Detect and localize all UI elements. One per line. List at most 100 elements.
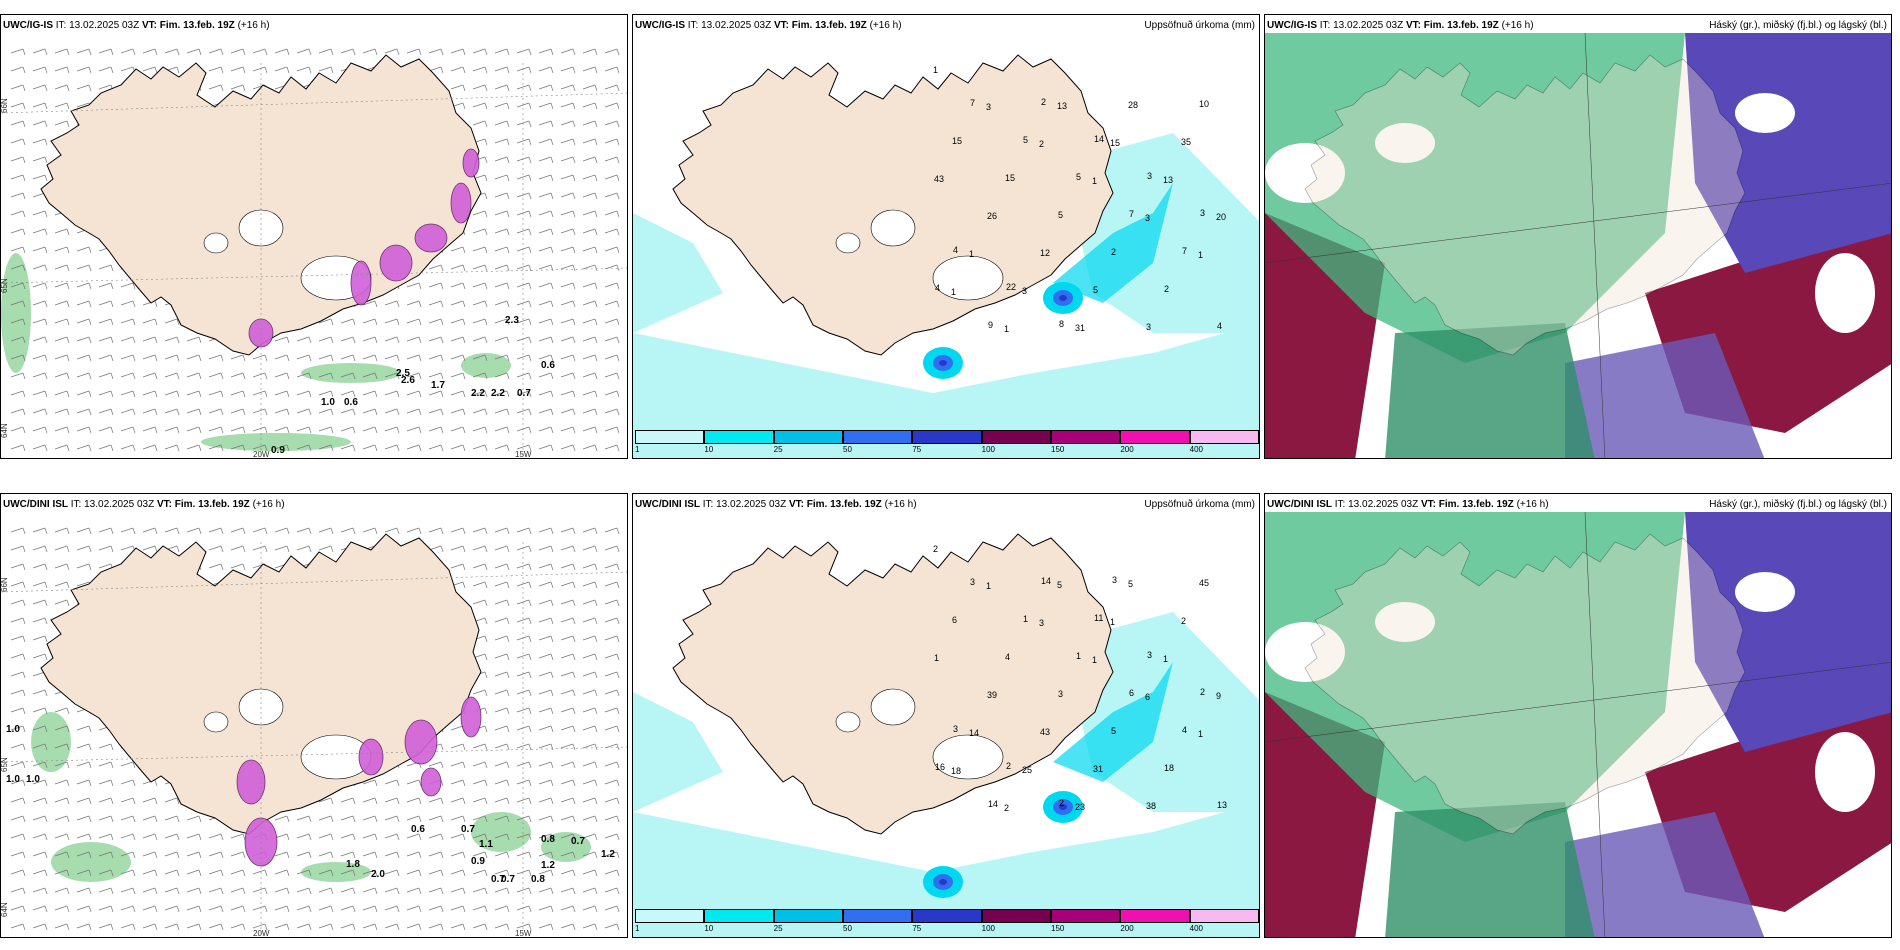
lat-label-66n: 66N	[1, 577, 9, 592]
precip-value-label: 16	[935, 762, 945, 772]
precip-value-label: 1	[1076, 651, 1081, 661]
precip-value-label: 18	[1164, 763, 1174, 773]
precip-value-label: 22	[1006, 282, 1016, 292]
cloud-map	[1265, 33, 1891, 458]
panel-right-title: Uppsöfnuð úrkoma (mm)	[1144, 20, 1255, 31]
colorbar-tick-label: 1	[635, 445, 640, 454]
precip-value-label: 2	[1039, 139, 1044, 149]
lat-label-65n: 65N	[1, 757, 9, 772]
precip-value-label: 14	[988, 799, 998, 809]
precip-colorbar: 1 10 25 50 75 100 150 200 400	[635, 430, 1259, 456]
precip-value-label: 20	[1216, 212, 1226, 222]
panel-ig-precip: UWC/IG-IS IT: 13.02.2025 03Z VT: Fim. 13…	[632, 14, 1260, 459]
wind-value-label: 1.2	[601, 849, 615, 860]
precip-value-label: 5	[1057, 580, 1062, 590]
precip-value-label: 23	[1075, 802, 1085, 812]
panel-header: UWC/DINI ISL IT: 13.02.2025 03Z VT: Fim.…	[3, 499, 285, 510]
precip-value-label: 2	[1004, 803, 1009, 813]
precip-value-label: 13	[1057, 101, 1067, 111]
panel-header: UWC/IG-IS IT: 13.02.2025 03Z VT: Fim. 13…	[3, 20, 270, 31]
precip-value-label: 14	[1041, 576, 1051, 586]
colorbar-swatch	[912, 430, 982, 444]
wind-value-label: 1.0	[6, 774, 20, 785]
colorbar-swatch	[773, 909, 843, 923]
wind-value-label: 1.2	[541, 860, 555, 871]
wind-value-label: 2.3	[505, 315, 519, 326]
wind-value-label: 2.2	[471, 388, 485, 399]
colorbar-swatch	[1051, 430, 1121, 444]
colorbar-tick-label: 400	[1189, 445, 1204, 454]
precip-value-label: 10	[1199, 99, 1209, 109]
wind-value-label: 1.0	[26, 774, 40, 785]
precip-value-label: 43	[934, 174, 944, 184]
precip-value-label: 4	[953, 245, 958, 255]
precip-value-label: 25	[1022, 765, 1032, 775]
precip-value-label: 1	[1092, 176, 1097, 186]
precip-value-label: 14	[969, 728, 979, 738]
wind-value-label: 0.8	[541, 834, 555, 845]
precip-value-label: 9	[988, 320, 993, 330]
colorbar-swatch	[1051, 909, 1121, 923]
precip-map: 1321311113151320133128354326125310151552…	[633, 33, 1259, 458]
colorbar-swatch	[912, 909, 982, 923]
precip-value-label: 4	[1182, 725, 1187, 735]
colorbar-tick-label: 10	[704, 924, 714, 933]
wind-value-label: 0.9	[271, 445, 285, 456]
precip-value-label: 15	[1110, 138, 1120, 148]
precip-value-label: 15	[1005, 173, 1015, 183]
precip-value-label: 39	[987, 690, 997, 700]
precip-value-label: 38	[1146, 801, 1156, 811]
precip-value-label: 28	[1128, 100, 1138, 110]
precip-value-label: 3	[970, 577, 975, 587]
precip-value-label: 9	[1216, 691, 1221, 701]
wind-value-label: 0.9	[471, 856, 485, 867]
colorbar-tick-label: 25	[773, 445, 783, 454]
panel-ig-cloud: UWC/IG-IS IT: 13.02.2025 03Z VT: Fim. 13…	[1264, 14, 1892, 459]
panel-right-title: Uppsöfnuð úrkoma (mm)	[1144, 499, 1255, 510]
precip-value-label: 2	[1041, 97, 1046, 107]
precip-value-label: 2	[1059, 798, 1064, 808]
colorbar-tick-label: 200	[1120, 924, 1134, 933]
precip-value-label: 7	[1129, 209, 1134, 219]
precip-value-label: 5	[1058, 210, 1063, 220]
wind-value-label: 1.0	[321, 397, 335, 408]
precip-value-label: 11	[1094, 613, 1103, 623]
precip-value-label: 1	[1004, 324, 1009, 334]
precip-value-label: 2	[1181, 616, 1186, 626]
colorbar-swatch	[843, 430, 913, 444]
precip-value-label: 15	[952, 136, 962, 146]
precip-value-label: 5	[1023, 135, 1028, 145]
wind-value-label: 0.6	[541, 360, 555, 371]
precip-value-label: 5	[1093, 285, 1098, 295]
precip-value-label: 18	[951, 766, 961, 776]
wind-map: 20W 15W 66N 65N 64N 2.6 1.7 2.2 2.2 0.7 0.6 1.0 0.6 0…	[1, 33, 627, 458]
precip-value-label: 3	[953, 724, 958, 734]
colorbar-swatch	[1120, 430, 1190, 444]
colorbar-tick-label: 200	[1120, 445, 1134, 454]
wind-value-label: 1.8	[346, 859, 360, 870]
precip-value-label: 3	[1039, 618, 1044, 628]
wind-value-label: 0.7	[517, 388, 531, 399]
panel-dini-precip: UWC/DINI ISL IT: 13.02.2025 03Z VT: Fim.…	[632, 493, 1260, 938]
colorbar-tick-label: 75	[912, 924, 922, 933]
colorbar-swatch	[773, 430, 843, 444]
precip-value-label: 5	[1111, 726, 1116, 736]
colorbar-swatch	[635, 430, 705, 444]
panel-header: UWC/IG-IS IT: 13.02.2025 03Z VT: Fim. 13…	[1267, 20, 1534, 31]
precip-value-label: 6	[952, 615, 957, 625]
wind-value-label: 1.1	[479, 839, 493, 850]
colorbar-swatch	[981, 430, 1051, 444]
precip-value-label: 5	[1128, 579, 1133, 589]
panel-right-title: Háský (gr.), miðský (fj.bl.) og lágský (…	[1709, 20, 1887, 31]
precip-value-label: 13	[1217, 800, 1227, 810]
precip-value-label: 3	[986, 102, 991, 112]
precip-value-label: 2	[1200, 687, 1205, 697]
colorbar-tick-label: 1	[635, 924, 640, 933]
precip-value-label: 45	[1199, 578, 1209, 588]
precip-value-label: 3	[1147, 650, 1152, 660]
panel-dini-cloud: UWC/DINI ISL IT: 13.02.2025 03Z VT: Fim.…	[1264, 493, 1892, 938]
precip-value-label: 2	[1111, 247, 1116, 257]
precip-value-label: 4	[935, 283, 940, 293]
precip-value-label: 3	[1145, 213, 1150, 223]
